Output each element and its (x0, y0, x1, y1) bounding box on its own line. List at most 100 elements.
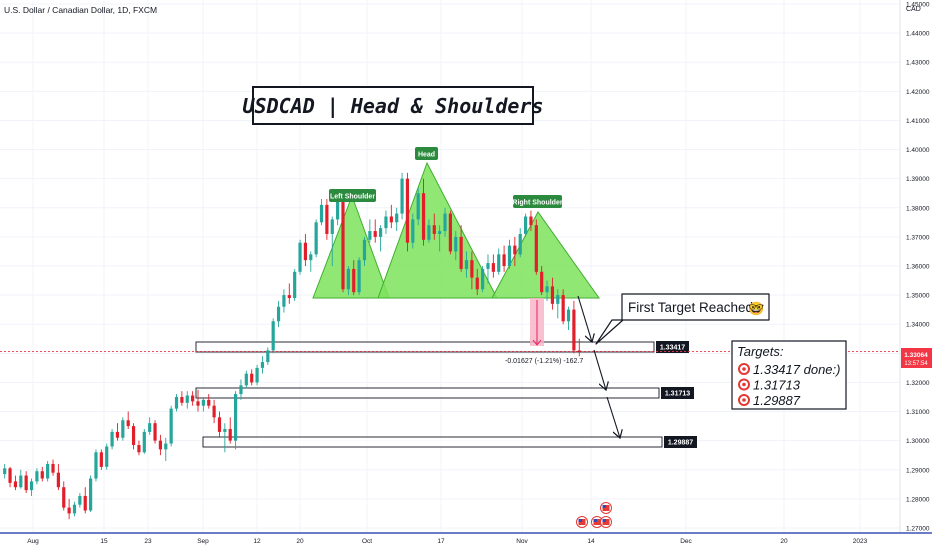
candle-body (78, 495, 82, 505)
x-tick-label: Oct (362, 538, 372, 545)
svg-text:Right Shoulder: Right Shoulder (512, 200, 562, 207)
targets-title: Targets: (737, 344, 784, 359)
candle-body (250, 373, 254, 383)
candle-body (260, 362, 265, 368)
candle-body (115, 431, 120, 438)
y-tick-label: 1.36000 (906, 263, 930, 270)
event-flag-canton (578, 519, 582, 522)
candle-body (513, 245, 517, 255)
nerd-face-icon: 🤓 (748, 301, 764, 316)
candle-body (362, 239, 367, 261)
candle-body (174, 396, 179, 409)
current-price-value: 1.33064 (904, 352, 928, 359)
candle-body (148, 423, 152, 432)
title-text: USDCAD | Head & Shoulders (242, 94, 543, 118)
candle-body (142, 431, 146, 453)
x-tick-label: Aug (27, 538, 39, 545)
candle-body (427, 225, 431, 240)
svg-text:Head: Head (418, 152, 435, 159)
candle-body (158, 440, 163, 450)
candle-body (400, 178, 404, 214)
candle-body (212, 405, 216, 418)
target-item: 1.33417 done:) (738, 362, 840, 377)
candle-body (341, 199, 345, 290)
candle-body (185, 395, 189, 403)
candle-body (529, 216, 533, 226)
first-target-callout[interactable]: First Target Reached 🤓 (595, 293, 770, 345)
candle-body (298, 242, 302, 272)
us-flag-event-icon[interactable] (600, 502, 612, 514)
candle-body (540, 271, 544, 293)
left-shoulder-label[interactable]: Left Shoulder (329, 189, 376, 202)
y-tick-label: 1.35000 (906, 293, 930, 300)
candle-body (475, 277, 479, 290)
target-price-text-3: 1.29887 (668, 440, 693, 447)
candle-body (561, 295, 565, 322)
symbol-header: U.S. Dollar / Canadian Dollar, 1D, FXCM (4, 5, 157, 15)
candle-body (169, 408, 173, 444)
candle-body (395, 213, 399, 223)
us-flag-event-icon[interactable] (600, 516, 612, 528)
target-item: 1.29887 (738, 393, 801, 408)
candle-body (105, 446, 109, 467)
candle-body (217, 417, 222, 432)
target-zone-1 (195, 341, 655, 353)
price-axis[interactable]: 1.45000 1.44000 1.43000 1.42000 1.41000 1.400… (899, 0, 930, 533)
head-label[interactable]: Head (415, 147, 438, 160)
time-axis[interactable]: Aug 15 23 Sep 12 20 Oct 17 Nov 14 Dec 20 2023 (27, 538, 867, 545)
us-flag-event-icon[interactable] (576, 516, 588, 528)
candle-body (416, 193, 420, 220)
candle-body (545, 286, 549, 293)
title-box[interactable]: USDCAD | Head & Shoulders (242, 86, 544, 125)
candle-body (131, 426, 136, 446)
candle-body (153, 423, 157, 441)
candle-body (94, 452, 98, 479)
candle-body (421, 193, 426, 240)
candle-body (325, 204, 329, 234)
target-dart-center (742, 382, 746, 387)
target-price-tag-1 (656, 341, 689, 353)
candle-body (24, 475, 28, 491)
candle-body (13, 481, 18, 488)
x-tick-label: Nov (516, 538, 528, 545)
candle-body (46, 463, 50, 479)
candle-body (110, 431, 114, 447)
callout-text: First Target Reached (628, 300, 753, 315)
target-zone-2 (195, 387, 660, 399)
y-tick-label: 1.27000 (906, 525, 930, 532)
candle-body (287, 295, 291, 299)
candle-body (464, 260, 469, 269)
candle-body (271, 321, 275, 351)
target-item: 1.31713 (738, 378, 801, 393)
candle-body (89, 478, 93, 511)
candle-body (35, 471, 39, 482)
target-dart-center (742, 367, 746, 371)
candle-body (62, 487, 66, 508)
candle-body (282, 295, 286, 307)
candle-body (223, 429, 227, 432)
y-tick-label: 1.39000 (906, 176, 930, 183)
candle-body (518, 233, 522, 255)
event-flag-canton (602, 505, 606, 508)
candle-body (438, 231, 442, 234)
candle-body (56, 472, 60, 488)
candle-body (8, 468, 12, 483)
y-tick-label: 1.37000 (906, 234, 930, 241)
economic-event-flags[interactable] (576, 502, 612, 528)
candle-body (577, 350, 581, 352)
candles (3, 172, 581, 520)
candle-body (303, 242, 308, 261)
y-tick-label: 1.40000 (906, 147, 930, 154)
y-tick-label: 1.32000 (906, 380, 930, 387)
candle-body (491, 263, 495, 272)
x-tick-label: Dec (680, 538, 692, 545)
candle-body (126, 420, 130, 427)
right-shoulder-label[interactable]: Right Shoulder (512, 195, 563, 208)
candle-body (523, 216, 528, 234)
candle-body (384, 216, 388, 229)
candle-body (99, 452, 103, 467)
target-price-text-2: 1.31713 (665, 391, 690, 398)
candle-body (502, 254, 506, 266)
